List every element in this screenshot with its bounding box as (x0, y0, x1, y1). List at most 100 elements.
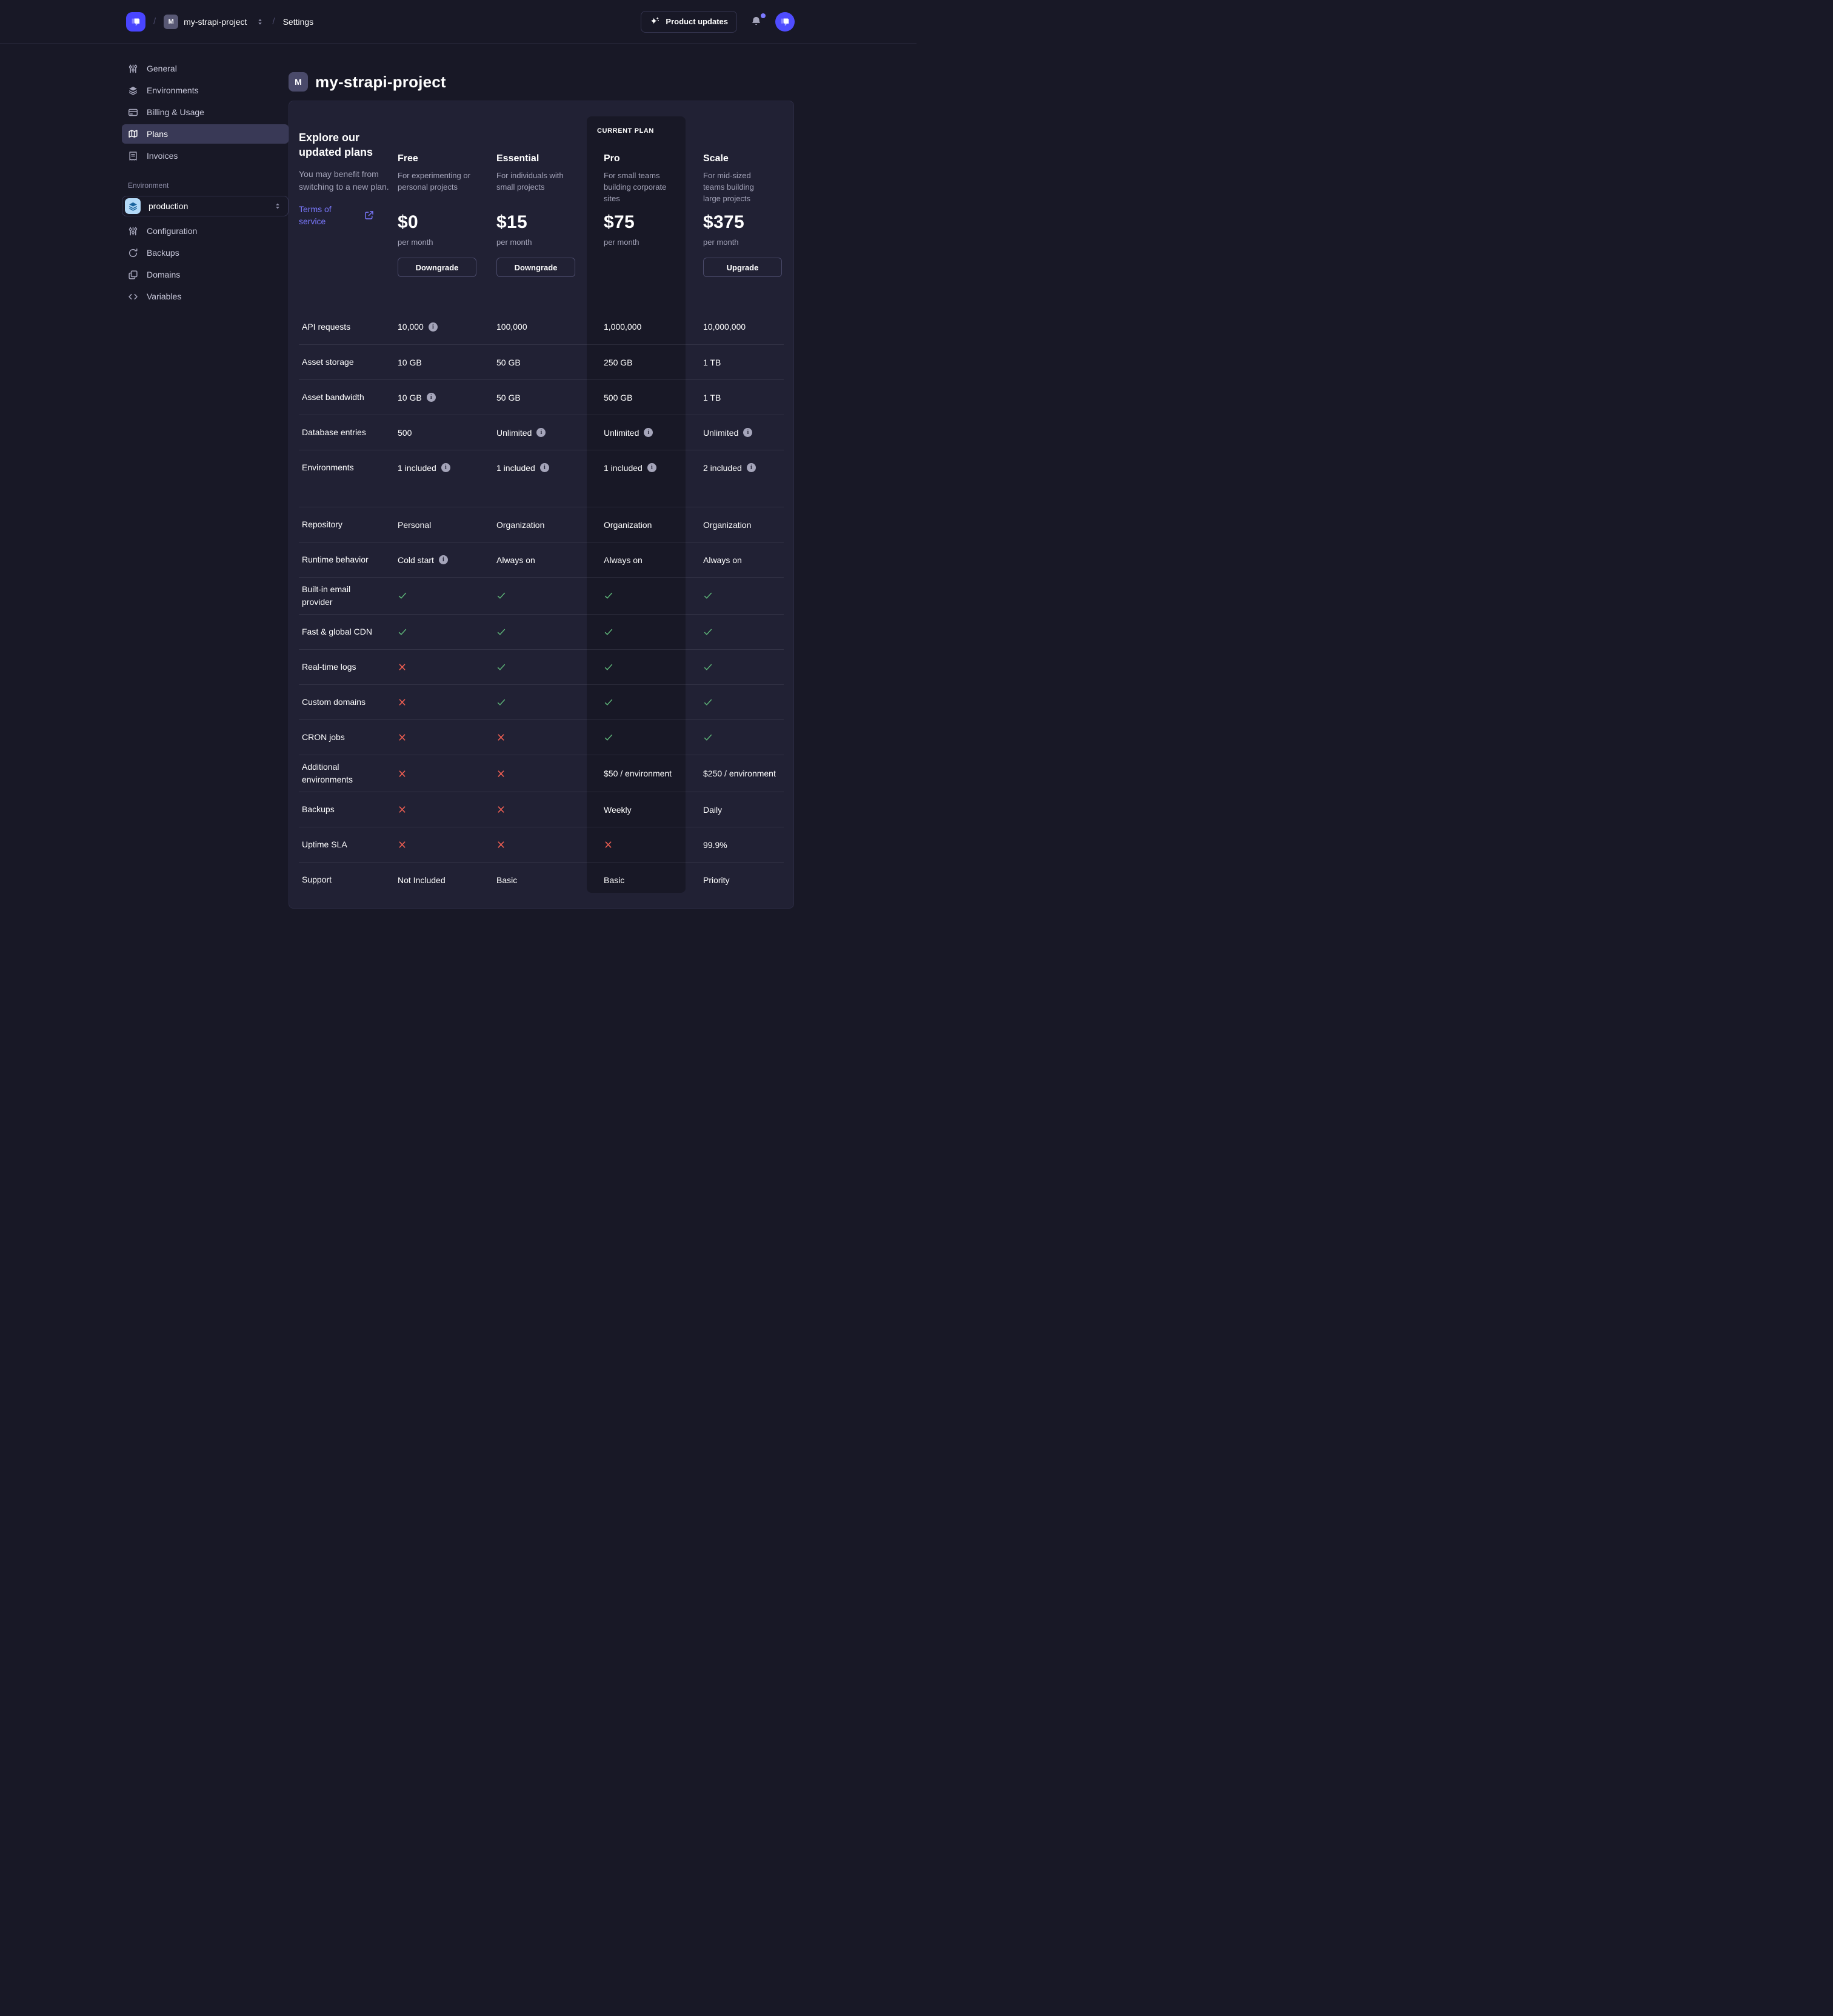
environment-icon-tile (125, 198, 141, 214)
feature-value: Always on (496, 555, 535, 565)
plan-value-cell: Always on (694, 555, 784, 565)
plan-value-cell: 500 (398, 428, 496, 438)
info-icon[interactable]: i (441, 463, 450, 472)
sidebar-item-general[interactable]: General (122, 59, 289, 78)
feature-row: Asset storage 10 GB 50 GB 250 GB 1 TB (299, 344, 784, 379)
cross-icon (496, 805, 506, 814)
plan-period: per month (604, 238, 639, 247)
downgrade-button[interactable]: Downgrade (496, 258, 575, 277)
notifications-button[interactable] (750, 13, 766, 27)
main-content: M my-strapi-project CURRENT PLAN Explore… (289, 44, 794, 909)
plan-value-cell (398, 698, 496, 707)
plan-value-cell (496, 840, 595, 849)
breadcrumb-project[interactable]: M my-strapi-project (164, 14, 264, 29)
plan-value-cell: 99.9% (694, 840, 784, 850)
info-icon[interactable]: i (438, 555, 448, 564)
plans-intro-heading: Explore our updated plans (299, 132, 373, 158)
info-icon[interactable]: i (428, 322, 438, 332)
plan-period: per month (496, 238, 532, 247)
feature-value: Always on (604, 555, 643, 565)
plan-value-cell: Unlimited i (496, 428, 595, 438)
plans-intro: Explore our updated plans You may benefi… (299, 130, 398, 277)
feature-value: Organization (604, 519, 652, 530)
project-title: my-strapi-project (315, 72, 446, 91)
feature-value: 50 GB (496, 357, 521, 367)
sidebar-item-configuration[interactable]: Configuration (122, 221, 289, 241)
feature-row: Custom domains (299, 684, 784, 719)
plan-value-cell (398, 627, 496, 637)
cross-icon (398, 663, 407, 672)
cross-icon (398, 840, 407, 849)
sidebar-item-backups[interactable]: Backups (122, 243, 289, 262)
feature-value: 10,000,000 (703, 322, 746, 332)
plan-period: per month (703, 238, 739, 247)
feature-value: Organization (703, 519, 752, 530)
feature-value: 1,000,000 (604, 322, 642, 332)
info-icon[interactable]: i (539, 463, 549, 472)
page-layout: General Environments Billing & Usage Plans I… (0, 44, 916, 909)
info-icon[interactable]: i (746, 463, 756, 472)
sidebar-item-environments[interactable]: Environments (122, 81, 289, 100)
strapi-logo[interactable] (126, 12, 145, 32)
plan-value-cell: Weekly (595, 805, 694, 815)
info-icon[interactable]: i (426, 393, 436, 402)
feature-value: 1 included (604, 462, 643, 473)
plan-description: For individuals with small projects (496, 171, 564, 192)
plan-value-cell (496, 663, 595, 672)
plan-value-cell (694, 698, 784, 707)
feature-row: Real-time logs (299, 649, 784, 684)
sidebar-item-domains[interactable]: Domains (122, 265, 289, 284)
user-avatar[interactable] (775, 12, 795, 32)
environment-select-value: production (149, 201, 189, 211)
sidebar-item-label: Backups (147, 248, 179, 258)
breadcrumb-section[interactable]: Settings (282, 16, 314, 27)
sidebar-item-invoices[interactable]: Invoices (122, 146, 289, 165)
refresh-icon (128, 248, 138, 258)
plan-description: For experimenting or personal projects (398, 171, 470, 192)
feature-row: Database entries 500 Unlimited i Unlimited i U… (299, 415, 784, 450)
chevron-up-down-icon (273, 202, 282, 210)
info-icon[interactable]: i (644, 428, 653, 437)
plan-value-cell (496, 769, 595, 778)
feature-value: Not Included (398, 875, 446, 885)
feature-label: Built-in email provider (302, 584, 351, 607)
terms-of-service-link[interactable]: Terms of service (299, 203, 398, 227)
breadcrumb-project-name: my-strapi-project (184, 16, 247, 27)
product-updates-button[interactable]: Product updates (641, 10, 737, 33)
info-icon[interactable]: i (743, 428, 753, 437)
environment-select[interactable]: production (122, 196, 289, 216)
info-icon[interactable]: i (647, 463, 656, 472)
upgrade-button[interactable]: Upgrade (703, 258, 782, 277)
sidebar-item-variables[interactable]: Variables (122, 287, 289, 306)
plan-value-cell: Not Included (398, 875, 496, 885)
page-title: M my-strapi-project (289, 71, 794, 93)
external-link-icon (364, 210, 374, 220)
feature-label: API requests (302, 321, 351, 332)
sidebar-item-label: Configuration (147, 226, 198, 236)
check-icon (398, 591, 407, 601)
sidebar-item-label: Billing & Usage (147, 107, 204, 117)
downgrade-button[interactable]: Downgrade (398, 258, 476, 277)
plan-value-cell: 250 GB (595, 358, 694, 367)
plan-value-cell (694, 663, 784, 672)
plan-value-cell (496, 627, 595, 637)
plan-value-cell (496, 698, 595, 707)
plan-value-cell (398, 733, 496, 742)
check-icon (703, 663, 713, 672)
sidebar-item-plans[interactable]: Plans (122, 124, 289, 144)
info-icon[interactable]: i (536, 428, 546, 437)
sliders-icon (128, 226, 138, 236)
sidebar-item-billing-usage[interactable]: Billing & Usage (122, 102, 289, 122)
feature-label: Support (302, 875, 332, 884)
plan-name: Scale (703, 153, 729, 164)
plan-value-cell (595, 627, 694, 637)
plan-value-cell: $250 / environment (694, 769, 784, 778)
feature-row: Additional environments $50 / environment… (299, 755, 784, 792)
check-icon (703, 698, 713, 707)
project-switcher-icon[interactable] (256, 18, 264, 26)
feature-value: 250 GB (604, 357, 633, 367)
plan-value-cell (694, 591, 784, 601)
plan-name: Essential (496, 153, 539, 164)
sidebar-item-label: General (147, 64, 177, 73)
cross-icon (496, 840, 506, 849)
